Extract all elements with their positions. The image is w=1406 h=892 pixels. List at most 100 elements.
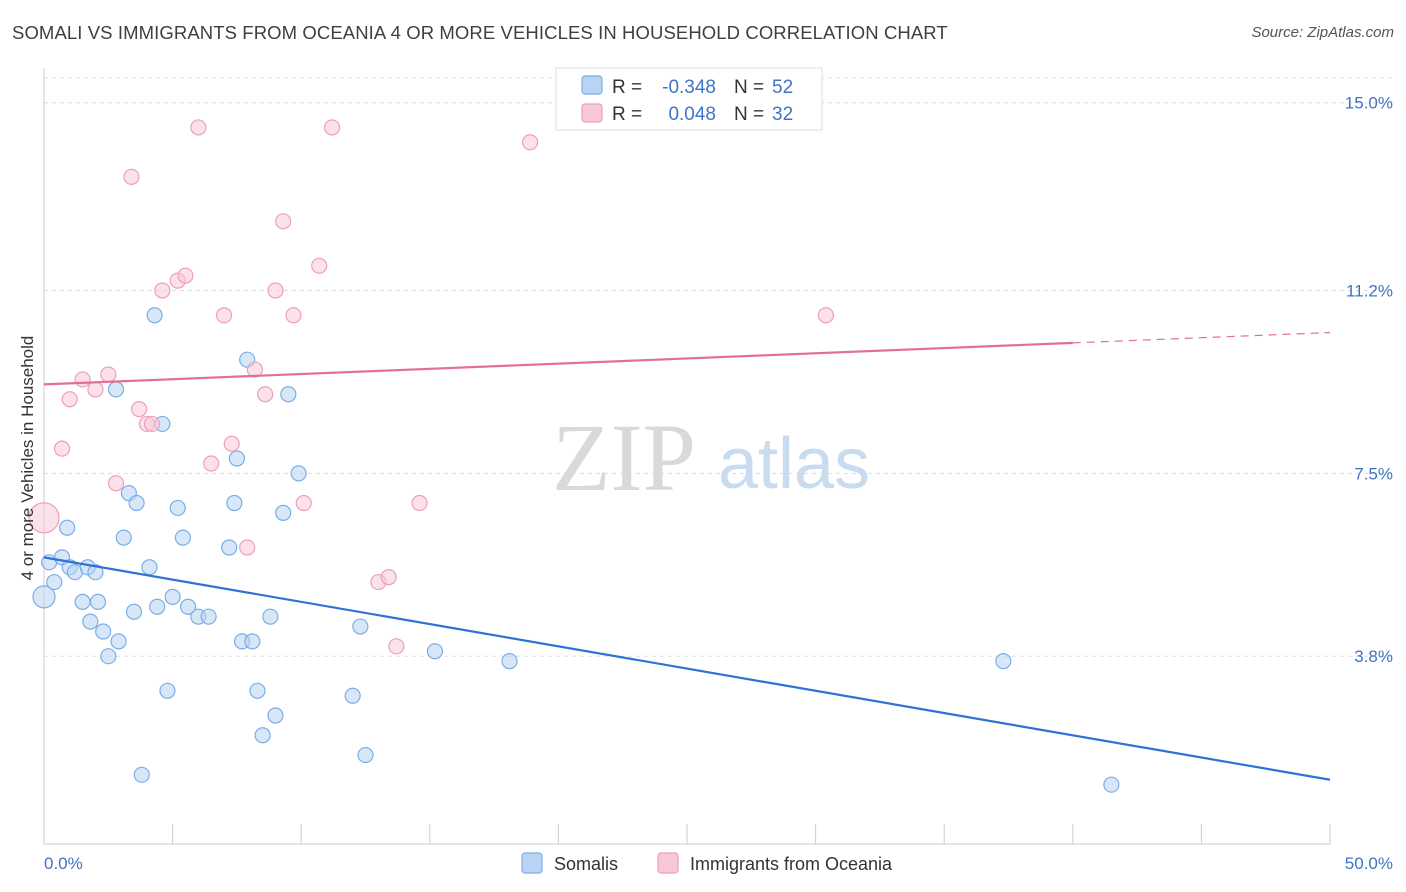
point-somalis [267, 707, 284, 724]
point-oceania [522, 134, 539, 151]
trend-line-somalis [43, 556, 1331, 781]
point-somalis [1103, 776, 1120, 793]
legend-r-value-somalis: -0.348 [662, 77, 716, 98]
point-somalis [244, 633, 261, 650]
point-oceania [380, 569, 397, 586]
legend-n-value-somalis: 52 [772, 77, 793, 98]
point-somalis [115, 529, 132, 546]
point-somalis [221, 539, 238, 556]
legend-n-label-oceania: N = [734, 104, 764, 125]
point-somalis [254, 727, 271, 744]
watermark-atlas: atlas [718, 424, 870, 504]
legend-r-label-oceania: R = [612, 104, 642, 125]
point-somalis [228, 450, 245, 467]
legend-bottom: Somalis Immigrants from Oceania [521, 852, 893, 874]
point-somalis [82, 613, 99, 630]
point-somalis [159, 682, 176, 699]
legend-bottom-label-oceania: Immigrants from Oceania [690, 854, 893, 874]
point-somalis [249, 682, 266, 699]
point-somalis [32, 585, 56, 609]
y-tick-label: 3.8% [1354, 647, 1393, 666]
point-oceania [285, 307, 302, 324]
point-somalis [146, 307, 163, 324]
trend-layer [43, 331, 1331, 781]
point-somalis [169, 499, 186, 517]
point-oceania [215, 307, 233, 324]
chart-source: Source: ZipAtlas.com [1251, 24, 1394, 41]
point-somalis [149, 598, 166, 615]
point-somalis [59, 519, 76, 536]
point-oceania [143, 415, 161, 433]
x-tick-label-min: 0.0% [44, 854, 83, 873]
point-oceania [177, 267, 194, 284]
watermark-zip: ZIP [552, 404, 696, 511]
y-tick-label: 7.5% [1354, 464, 1393, 483]
point-oceania [311, 257, 328, 274]
chart-title: SOMALI VS IMMIGRANTS FROM OCEANIA 4 OR M… [12, 22, 948, 43]
y-axis-label: 4 or more Vehicles in Household [18, 336, 37, 581]
point-somalis [133, 766, 150, 783]
point-oceania [190, 119, 207, 136]
legend-n-value-oceania: 32 [772, 104, 793, 125]
legend-top: R = -0.348 N = 52 R = 0.048 N = 32 [555, 67, 823, 131]
point-oceania [295, 494, 312, 512]
point-oceania [131, 401, 148, 418]
point-somalis [226, 494, 243, 512]
legend-n-label-somalis: N = [734, 77, 764, 98]
point-oceania [267, 282, 284, 299]
point-oceania [257, 386, 274, 403]
point-oceania [74, 371, 91, 388]
point-somalis [174, 529, 191, 546]
x-tick-label-max: 50.0% [1345, 854, 1393, 873]
point-oceania [239, 539, 256, 556]
point-oceania [411, 494, 428, 512]
point-somalis [200, 608, 217, 625]
point-somalis [179, 598, 197, 615]
y-tick-labels: 3.8% 7.5% 11.2% 15.0% [1345, 94, 1393, 666]
point-somalis [46, 573, 63, 591]
point-oceania [61, 391, 78, 408]
point-oceania [107, 475, 125, 492]
point-oceania [100, 366, 117, 383]
y-tick-label: 11.2% [1346, 282, 1393, 301]
trend-line-oceania-extension [1072, 331, 1331, 344]
point-somalis [262, 608, 279, 625]
point-somalis [141, 559, 158, 576]
point-oceania [53, 440, 71, 457]
legend-swatch-oceania [581, 103, 603, 123]
point-somalis [128, 494, 145, 512]
point-somalis [501, 653, 518, 670]
point-somalis [74, 593, 91, 610]
point-somalis [357, 746, 374, 764]
point-somalis [164, 588, 181, 606]
point-somalis [275, 504, 292, 521]
point-somalis [95, 623, 112, 640]
point-somalis [87, 564, 104, 581]
point-somalis [100, 648, 117, 665]
point-somalis [110, 633, 127, 650]
point-somalis [290, 465, 307, 482]
point-oceania [817, 307, 834, 324]
legend-bottom-swatch-oceania [657, 852, 679, 874]
point-somalis [125, 603, 143, 620]
point-somalis [107, 381, 125, 398]
point-oceania [154, 282, 171, 299]
trend-line-oceania [43, 341, 1073, 386]
points-layer [28, 119, 1120, 793]
point-somalis [995, 653, 1012, 670]
axes-layer [43, 68, 1331, 845]
point-somalis [426, 643, 444, 660]
legend-r-label-somalis: R = [612, 77, 642, 98]
point-oceania [323, 119, 341, 136]
watermark: ZIP atlas [552, 404, 870, 511]
point-oceania [87, 381, 104, 398]
point-oceania [203, 455, 220, 472]
point-oceania [123, 168, 140, 185]
point-oceania [246, 361, 264, 378]
point-oceania [223, 435, 240, 452]
point-somalis [352, 618, 369, 635]
point-oceania [388, 638, 405, 655]
legend-bottom-label-somalis: Somalis [554, 854, 618, 874]
point-somalis [280, 386, 297, 403]
